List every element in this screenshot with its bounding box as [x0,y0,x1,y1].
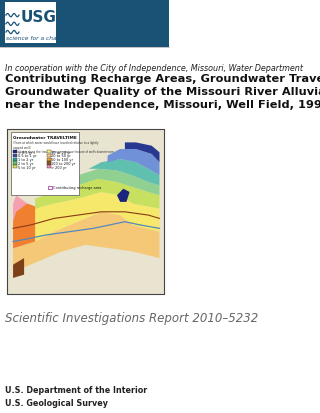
Polygon shape [35,192,159,242]
Polygon shape [125,143,159,163]
Polygon shape [89,159,159,186]
Text: 1 to 2 yr: 1 to 2 yr [18,158,33,162]
Text: (Years at which water would have traveled relative to a lightly
capped well)
In : (Years at which water would have travele… [13,140,114,154]
Bar [13,166,17,169]
Bar [12,133,79,196]
Text: U.S. Department of the Interior
U.S. Geological Survey: U.S. Department of the Interior U.S. Geo… [5,385,147,407]
Bar [7,130,164,295]
Bar [13,151,17,154]
Text: > 200 yr: > 200 yr [52,165,67,169]
Text: 20 to 50 yr: 20 to 50 yr [52,154,71,158]
Bar [47,166,51,169]
Text: < 0.5 yr: < 0.5 yr [18,150,32,154]
Bar [0,0,169,47]
Polygon shape [13,259,24,278]
Bar [48,186,52,190]
Polygon shape [62,169,159,196]
Polygon shape [13,196,27,265]
Text: USGS: USGS [21,10,68,25]
Text: Scientific Investigations Report 2010–5232: Scientific Investigations Report 2010–52… [5,311,258,324]
Text: 2 to 5 yr: 2 to 5 yr [18,161,33,166]
Bar [47,158,51,161]
Bar [7,130,164,295]
Polygon shape [108,150,159,176]
Polygon shape [13,204,41,249]
Bar [13,158,17,161]
Bar [47,151,51,154]
Bar [13,162,17,165]
Text: In cooperation with the City of Independence, Missouri, Water Department: In cooperation with the City of Independ… [5,64,303,73]
Text: 0.5 to 1 yr: 0.5 to 1 yr [18,154,36,158]
Bar [47,162,51,165]
Polygon shape [35,179,159,209]
Text: 5 to 10 yr: 5 to 10 yr [18,165,35,169]
Text: Contributing recharge area: Contributing recharge area [53,186,101,190]
Text: 100 to 200 yr: 100 to 200 yr [52,161,76,166]
Bar [5,3,56,44]
Text: Contributing Recharge Areas, Groundwater Travel Time, and
Groundwater Quality of: Contributing Recharge Areas, Groundwater… [5,74,320,110]
Text: Groundwater TRAVELTIME: Groundwater TRAVELTIME [13,135,77,139]
Polygon shape [13,212,159,268]
Polygon shape [117,189,130,202]
Text: 50 to 100 yr: 50 to 100 yr [52,158,74,162]
Bar [47,154,51,158]
Text: science for a changing world: science for a changing world [6,36,92,41]
Text: 10 to 20 yr: 10 to 20 yr [52,150,71,154]
Bar [13,154,17,158]
